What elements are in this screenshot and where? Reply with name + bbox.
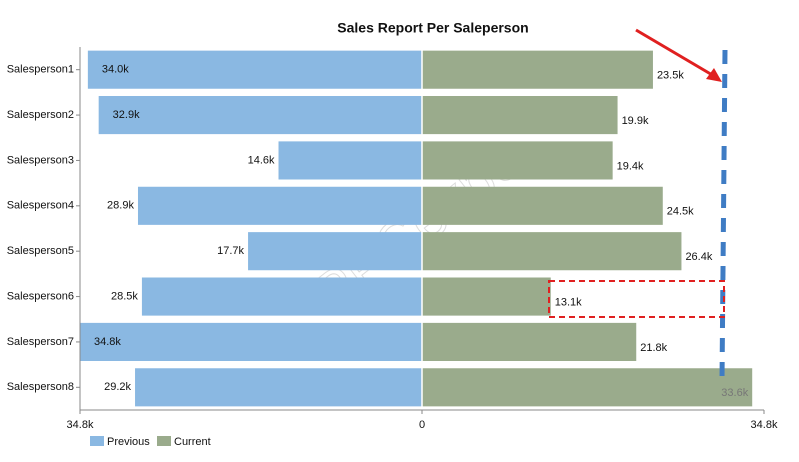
value-label: 34.8k [94, 336, 121, 348]
bar [422, 141, 613, 180]
y-tick-label: Salesperson4 [7, 200, 74, 212]
bar [278, 141, 422, 180]
value-label: 28.5k [111, 290, 138, 302]
bar [422, 186, 663, 225]
chart-title: Sales Report Per Saleperson [337, 20, 528, 36]
value-label: 14.6k [248, 154, 275, 166]
bar [135, 368, 422, 407]
y-tick-label: Salesperson8 [7, 381, 74, 393]
arrow-shaft [635, 28, 715, 78]
highlight-line [719, 49, 728, 381]
legend-swatch [90, 436, 104, 446]
bar [137, 186, 422, 225]
bar [248, 232, 422, 271]
value-label: 23.5k [657, 70, 684, 82]
x-tick-label: 0 [419, 419, 425, 431]
y-tick-label: Salesperson6 [7, 290, 74, 302]
y-tick-label: Salesperson5 [7, 245, 74, 257]
y-tick-label: Salesperson3 [7, 154, 74, 166]
value-label: 17.7k [217, 245, 244, 257]
bar [422, 277, 551, 316]
legend-label: Previous [107, 436, 150, 448]
y-tick-label: Salesperson2 [7, 109, 74, 121]
y-tick-label: Salesperson1 [7, 64, 74, 76]
value-label: 21.8k [640, 342, 667, 354]
value-label: 34.0k [102, 64, 129, 76]
value-label: 19.9k [622, 115, 649, 127]
value-label: 13.1k [555, 296, 582, 308]
bar [87, 50, 423, 89]
bar [98, 96, 422, 135]
legend-swatch [157, 436, 171, 446]
value-label: 29.2k [104, 381, 131, 393]
bar [422, 232, 682, 271]
value-label: 32.9k [113, 109, 140, 121]
x-tick-label: 34.8k [751, 419, 778, 431]
arrow-head [706, 68, 722, 82]
bar [422, 50, 653, 89]
value-label: 24.5k [667, 206, 694, 218]
bar [80, 322, 422, 361]
y-tick-label: Salesperson7 [7, 336, 74, 348]
legend-label: Current [174, 436, 211, 448]
bar [422, 322, 637, 361]
bar [422, 96, 618, 135]
value-label: 33.6k [721, 387, 748, 399]
value-label: 28.9k [107, 200, 134, 212]
bar [422, 368, 753, 407]
x-tick-label: 34.8k [67, 419, 94, 431]
value-label: 19.4k [617, 160, 644, 172]
bar [141, 277, 422, 316]
highlight-box [548, 280, 725, 318]
value-label: 26.4k [685, 251, 712, 263]
